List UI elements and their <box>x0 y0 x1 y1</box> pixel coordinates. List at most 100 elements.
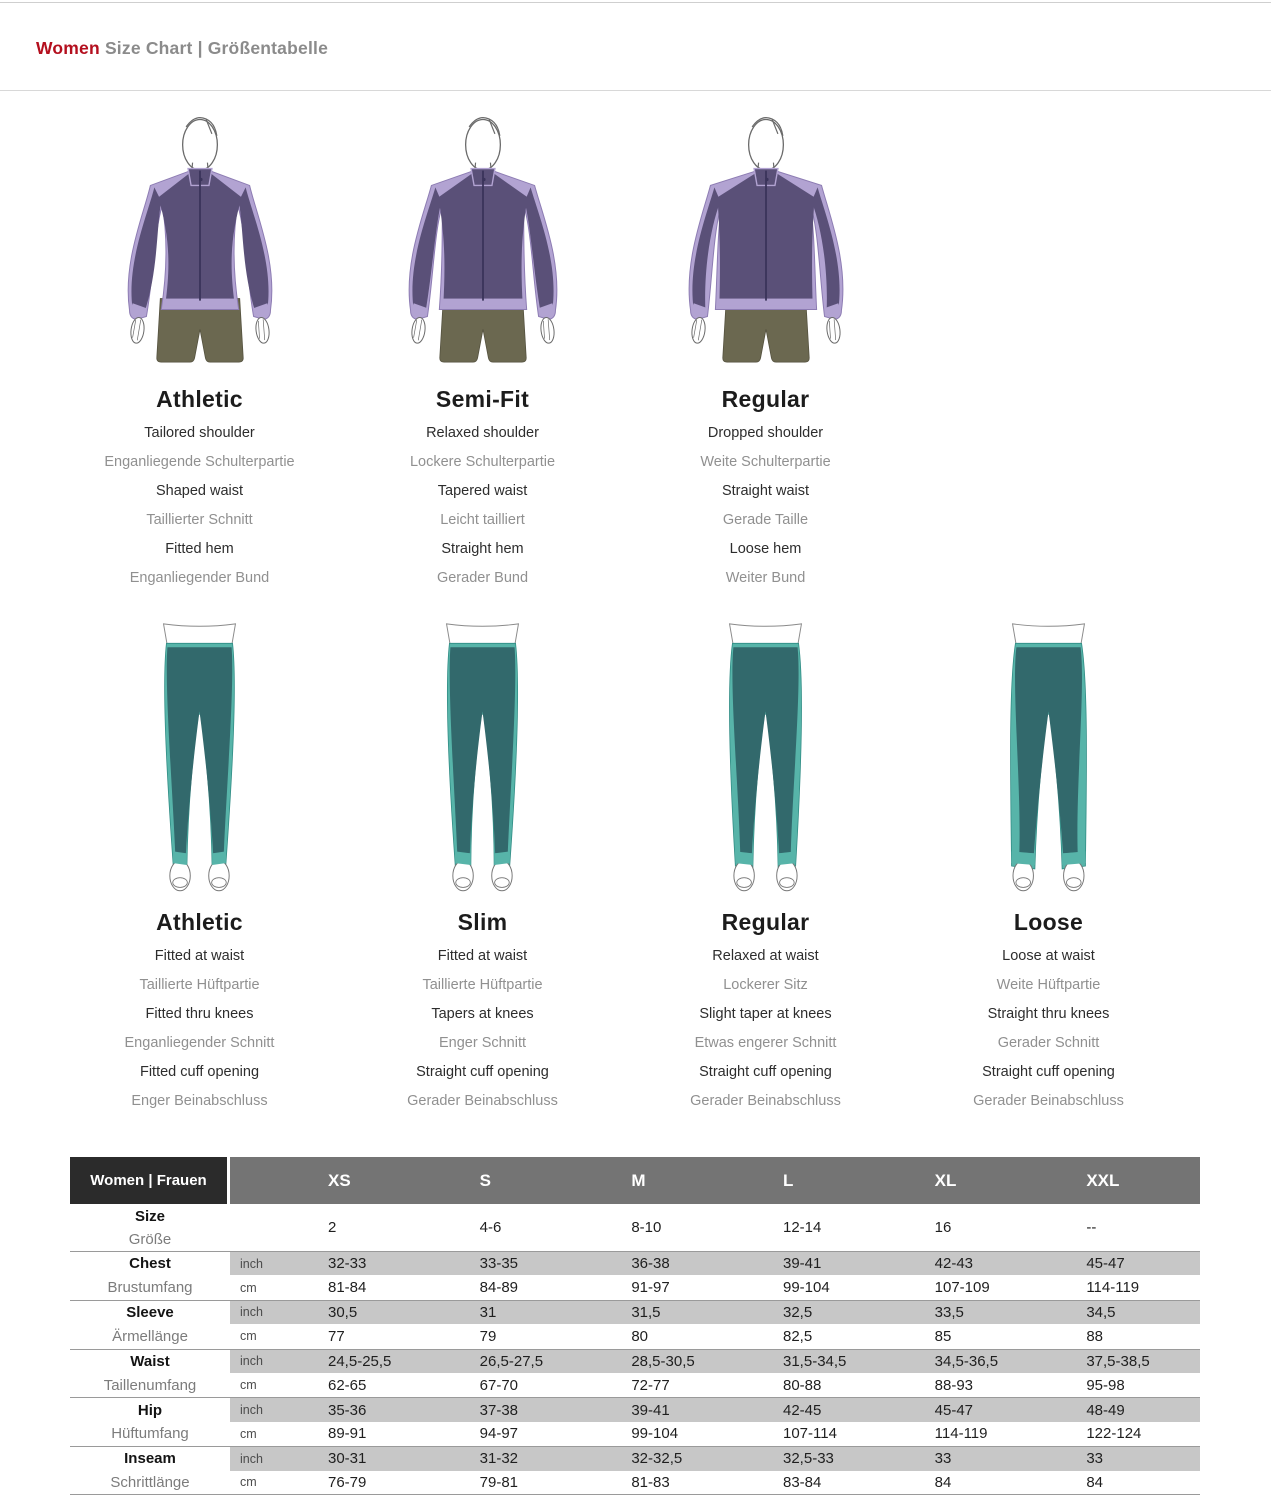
table-value-cell: 82,5 <box>783 1327 813 1345</box>
fit-feature: Taillierter Schnitt <box>146 512 253 528</box>
pants-figure-loose <box>907 619 1190 901</box>
table-value-cell: 88-93 <box>934 1376 974 1394</box>
pant-fits-section: Athletic Fitted at waist Taillierte Hüftpa… <box>58 619 1190 1116</box>
jacket-figure-semi-fit <box>341 114 624 374</box>
table-value-cell: 107-109 <box>934 1279 990 1297</box>
fit-feature: Leicht tailliert <box>440 512 525 528</box>
pants-fit-card-regular: Regular Relaxed at waist Lockerer Sitz Slig… <box>624 619 907 1116</box>
unit-spacer <box>230 1204 290 1251</box>
unit-label: inch <box>230 1348 290 1373</box>
table-value-cell: 28,5-30,5 <box>593 1348 745 1373</box>
fit-feature: Fitted at waist <box>154 948 245 964</box>
top-divider <box>0 2 1271 3</box>
fit-feature: Weite Hüftpartie <box>996 977 1101 993</box>
table-value-cell: 12-14 <box>783 1219 822 1236</box>
fit-feature: Straight hem <box>441 541 524 557</box>
table-value-cell: 31-32 <box>441 1446 594 1471</box>
unit-label: cm <box>240 1378 257 1393</box>
fit-feature: Relaxed shoulder <box>426 425 539 441</box>
table-value-cell: 30,5 <box>290 1299 442 1325</box>
pants-fit-card-loose: Loose Loose at waist Weite Hüftpartie Strai… <box>907 619 1190 1116</box>
size-column-header: L <box>745 1157 897 1204</box>
fit-feature: Fitted at waist <box>437 948 528 964</box>
fit-feature: Lockerer Sitz <box>723 977 808 993</box>
table-value-cell: 84 <box>896 1471 1049 1495</box>
row-label-en: Chest <box>70 1251 230 1275</box>
page-header: Women Size Chart | Größentabelle <box>0 0 1271 91</box>
jacket-figure-athletic <box>58 114 341 374</box>
pants-figure-slim <box>341 619 624 901</box>
table-value-cell: 84-89 <box>479 1279 519 1297</box>
row-label-de: Schrittlänge <box>70 1471 230 1495</box>
unit-label: cm <box>240 1329 257 1344</box>
size-column-header: M <box>593 1157 745 1204</box>
fit-feature: Straight cuff opening <box>982 1064 1115 1080</box>
table-value-cell: 34,5 <box>1048 1299 1200 1325</box>
row-label-de: Taillenumfang <box>103 1376 197 1394</box>
table-value-cell: 31,5-34,5 <box>745 1348 897 1373</box>
table-value-cell: 26,5-27,5 <box>441 1348 594 1373</box>
fit-title: Athletic <box>156 909 243 935</box>
size-table: Women | Frauen XS S M L XL XXL Size Größe 2 4-6 8-1… <box>70 1157 1200 1495</box>
row-label-de: Ärmellänge <box>112 1327 188 1345</box>
table-header-spacer <box>230 1157 290 1204</box>
fit-feature: Gerader Bund <box>436 570 529 586</box>
fit-feature: Loose at waist <box>1002 948 1095 964</box>
table-value-cell: 114-119 <box>934 1425 988 1443</box>
table-value-cell: 77 <box>328 1327 345 1345</box>
fit-title: Loose <box>1013 909 1084 935</box>
fit-feature: Straight cuff opening <box>699 1064 832 1080</box>
table-value-cell: 81-84 <box>328 1279 367 1297</box>
fit-feature: Gerader Schnitt <box>997 1035 1100 1051</box>
table-value-cell: 107-114 <box>783 1425 837 1443</box>
table-value-cell: 32,5 <box>745 1299 897 1325</box>
pants-figure-athletic <box>58 619 341 901</box>
row-label-en: Inseam <box>70 1446 230 1470</box>
fit-feature: Relaxed at waist <box>712 948 819 964</box>
page-title-size-chart: Size Chart | Größentabelle <box>104 38 328 58</box>
table-value-cell: 84 <box>1048 1471 1200 1495</box>
fit-feature: Straight thru knees <box>987 1006 1110 1022</box>
table-value-cell: 36-38 <box>593 1251 745 1276</box>
page-title-women: Women <box>36 38 100 58</box>
table-value-cell: 31 <box>441 1299 594 1325</box>
table-value-cell: 33,5 <box>896 1299 1049 1325</box>
table-value-cell: 76-79 <box>290 1471 442 1495</box>
table-value-cell: 91-97 <box>631 1279 670 1297</box>
size-column-header: XL <box>896 1157 1049 1204</box>
table-value-cell: 33 <box>896 1446 1049 1471</box>
table-value-cell: 35-36 <box>290 1397 442 1422</box>
table-value-cell: -- <box>1086 1219 1097 1236</box>
table-value-cell: 48-49 <box>1048 1397 1200 1422</box>
fit-feature: Enganliegende Schulterpartie <box>104 454 295 470</box>
table-value-cell: 31,5 <box>593 1299 745 1325</box>
fit-title: Semi-Fit <box>435 386 530 412</box>
table-value-cell: 37-38 <box>441 1397 594 1422</box>
jacket-figure-regular <box>624 114 907 374</box>
fit-feature: Tapered waist <box>437 483 528 499</box>
jacket-fit-card-regular: Regular Dropped shoulder Weite Schulterpar… <box>624 114 907 593</box>
table-value-cell: 45-47 <box>896 1397 1049 1422</box>
table-value-cell: 99-104 <box>631 1425 679 1443</box>
unit-label: inch <box>230 1397 290 1422</box>
fit-feature: Fitted cuff opening <box>139 1064 260 1080</box>
fit-feature: Etwas engerer Schnitt <box>694 1035 837 1051</box>
unit-label: inch <box>230 1299 290 1325</box>
fit-title: Athletic <box>156 386 243 412</box>
pants-fit-card-athletic: Athletic Fitted at waist Taillierte Hüftpa… <box>58 619 341 1116</box>
table-value-cell: 8-10 <box>631 1219 662 1236</box>
fit-feature: Straight waist <box>721 483 810 499</box>
fit-feature: Tapers at knees <box>431 1006 534 1022</box>
table-corner-cell: Women | Frauen <box>70 1157 230 1204</box>
pants-fit-card-slim: Slim Fitted at waist Taillierte Hüftpartie… <box>341 619 624 1116</box>
table-value-cell: 67-70 <box>479 1376 519 1394</box>
table-value-cell: 39-41 <box>745 1251 897 1276</box>
table-value-cell: 85 <box>934 1327 952 1345</box>
table-value-cell: 16 <box>934 1219 952 1236</box>
fit-feature: Dropped shoulder <box>707 425 824 441</box>
table-value-cell: 42-43 <box>896 1251 1049 1276</box>
fit-feature: Shaped waist <box>155 483 244 499</box>
table-value-cell: 79 <box>479 1327 497 1345</box>
table-value-cell: 4-6 <box>479 1219 502 1236</box>
fit-feature: Gerade Taille <box>722 512 809 528</box>
